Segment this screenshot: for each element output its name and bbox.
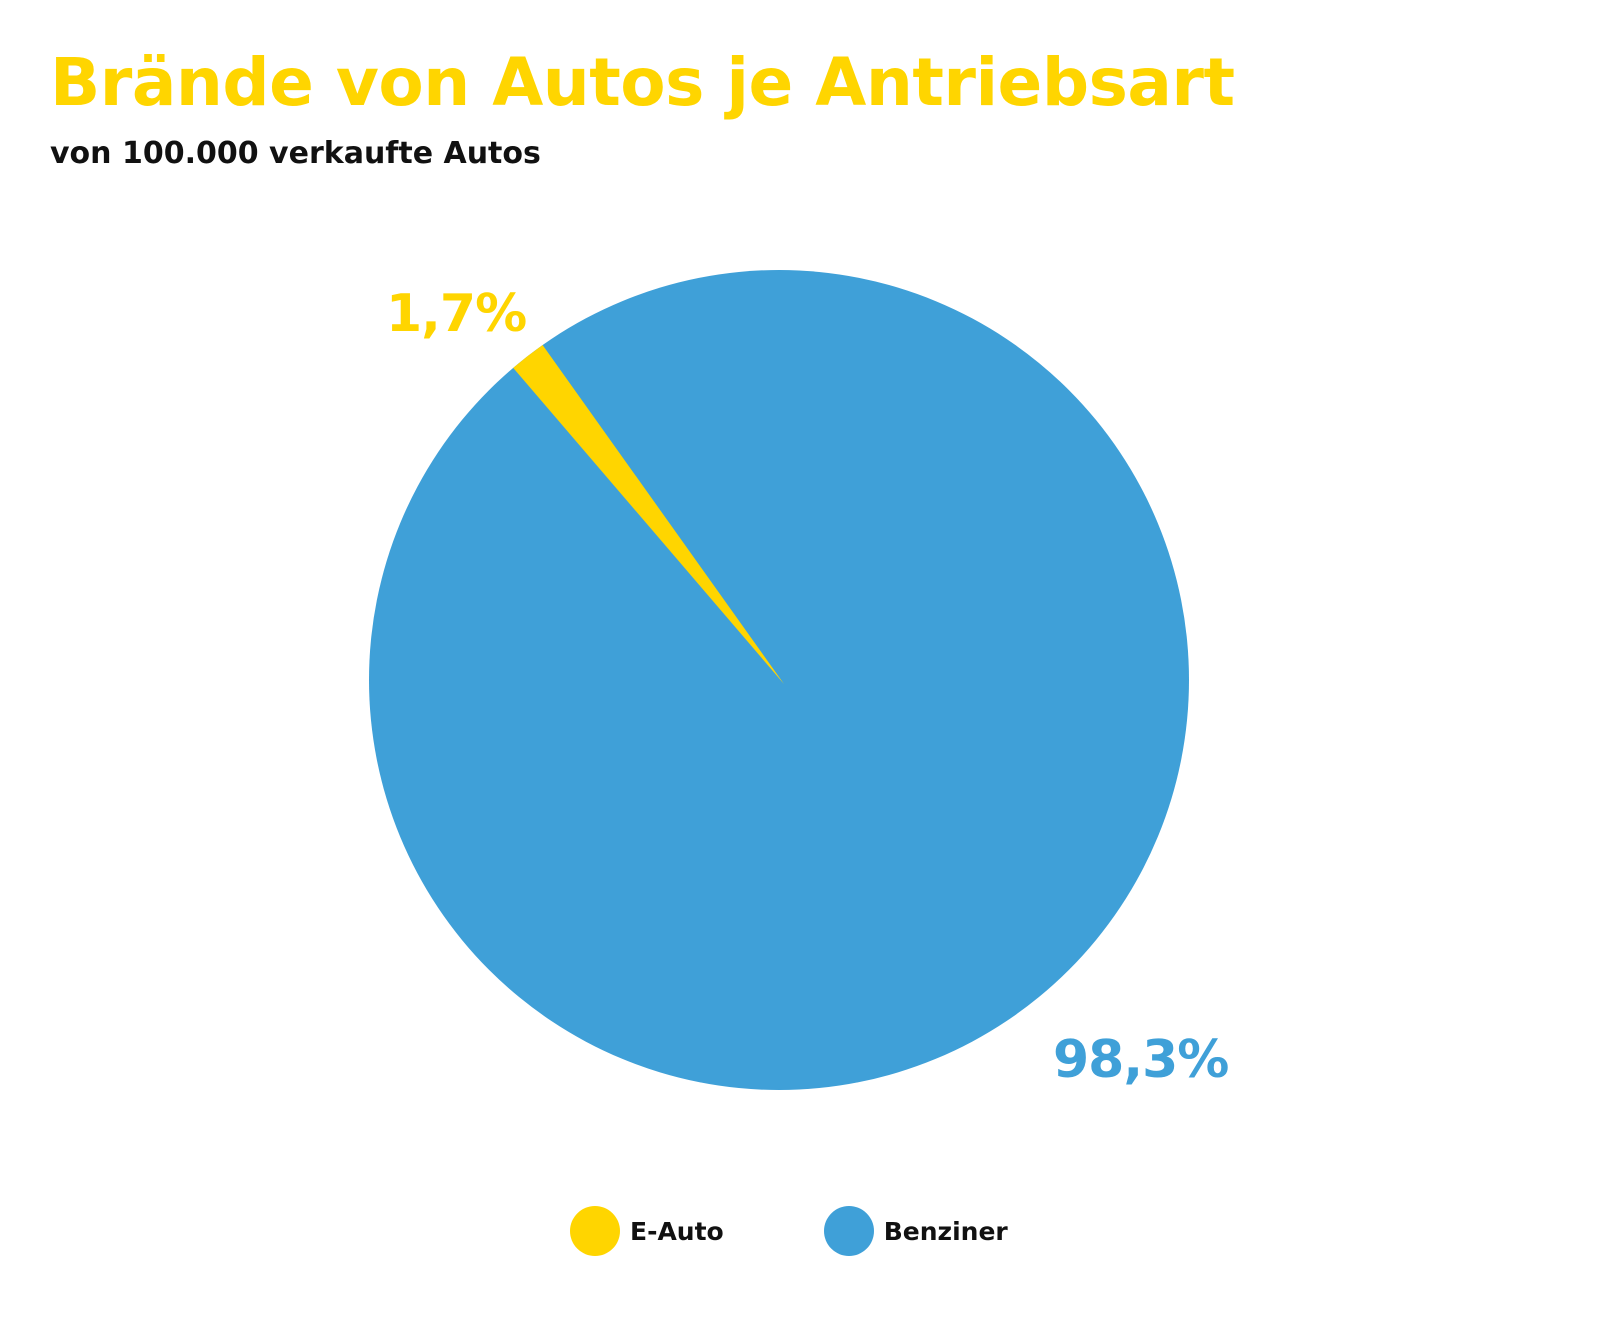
legend-swatch-benziner (823, 1206, 874, 1256)
pie-slice-benziner (369, 270, 1189, 1090)
legend-item-benziner: Benziner (823, 1206, 1008, 1256)
legend-item-e-auto: E-Auto (570, 1206, 724, 1256)
pie-slice-e-auto (513, 345, 784, 684)
data-label-e-auto: 1,7% (386, 284, 527, 344)
chart-subtitle: von 100.000 verkaufte Autos (50, 136, 541, 171)
data-label-benziner: 98,3% (1053, 1030, 1229, 1090)
legend-label-benziner: Benziner (883, 1216, 1008, 1246)
legend-swatch-e-auto (570, 1206, 620, 1256)
legend-label-e-auto: E-Auto (630, 1216, 724, 1246)
chart-title: Brände von Autos je Antriebsart (50, 44, 1235, 121)
legend: E-Auto Benziner (570, 1206, 1108, 1256)
